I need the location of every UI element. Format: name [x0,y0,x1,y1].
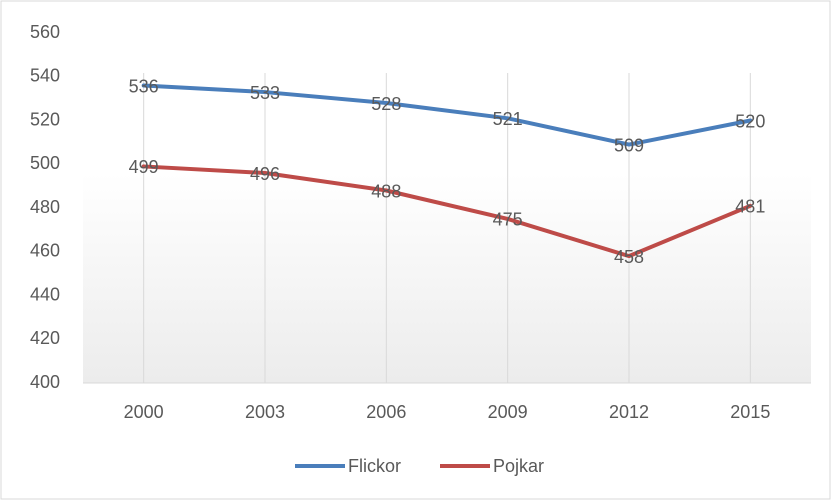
series-line [141,164,753,259]
y-tick-label: 480 [30,197,60,217]
x-tick-label: 2012 [609,402,649,422]
data-label: 533 [250,83,280,103]
x-tick-label: 2000 [124,402,164,422]
data-label: 509 [614,135,644,155]
plot-area [83,33,811,383]
y-tick-label: 540 [30,66,60,86]
x-tick-label: 2009 [488,402,528,422]
x-tick-label: 2015 [730,402,770,422]
legend-label: Pojkar [493,456,544,476]
series-line [141,83,753,147]
data-label: 481 [735,197,765,217]
data-label: 528 [371,94,401,114]
y-tick-label: 560 [30,22,60,42]
data-label: 475 [493,210,523,230]
data-label: 521 [493,109,523,129]
y-tick-label: 520 [30,109,60,129]
data-label: 488 [371,181,401,201]
x-tick-label: 2003 [245,402,285,422]
y-tick-label: 500 [30,153,60,173]
data-label: 458 [614,247,644,267]
y-tick-label: 440 [30,284,60,304]
data-label: 520 [735,111,765,131]
data-label: 499 [129,157,159,177]
legend-label: Flickor [348,456,401,476]
data-label: 496 [250,164,280,184]
y-tick-label: 400 [30,372,60,392]
y-tick-label: 460 [30,241,60,261]
y-tick-label: 420 [30,328,60,348]
data-label: 536 [129,76,159,96]
x-tick-label: 2006 [366,402,406,422]
